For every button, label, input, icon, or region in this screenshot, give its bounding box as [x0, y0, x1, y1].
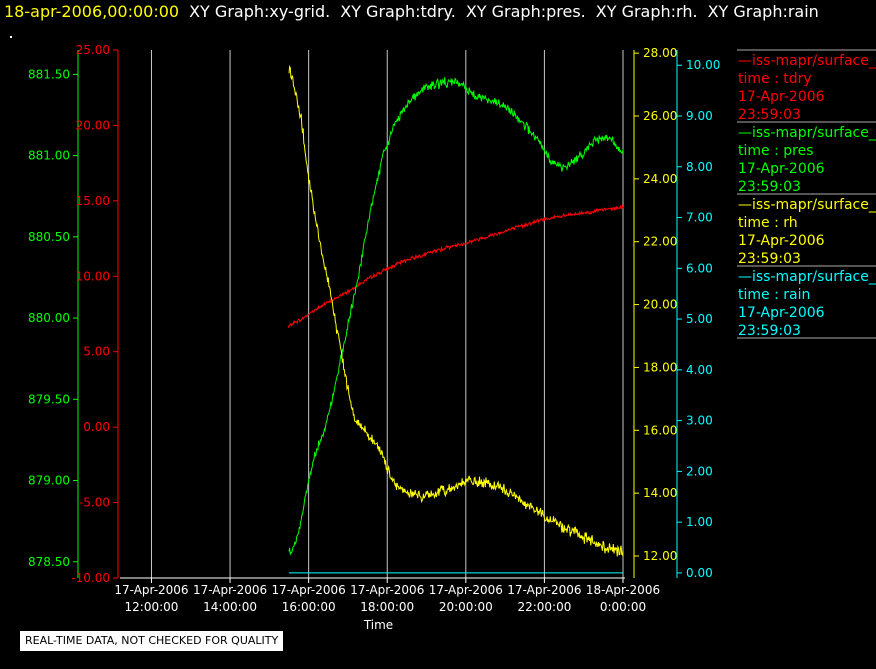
header-graph-tdry[interactable]: XY Graph:tdry. — [340, 2, 456, 21]
rain-tick-label: 6.00 — [686, 261, 713, 275]
rh-tick-label: 16.00 — [643, 423, 677, 437]
pres-tick-label: 880.50 — [28, 230, 70, 244]
legend-date: 17-Apr-2006 — [738, 89, 825, 105]
rain-tick-label: 1.00 — [686, 515, 713, 529]
legend-name: —iss-mapr/surface_m — [738, 197, 876, 213]
rain-tick-label: 5.00 — [686, 312, 713, 326]
tdry-tick-label: 0.00 — [83, 420, 110, 434]
rain-tick-label: 10.00 — [686, 58, 720, 72]
tdry-tick-label: 25.00 — [76, 43, 110, 57]
rh-tick-label: 12.00 — [643, 549, 677, 563]
x-tick-label-time: 22:00:00 — [517, 600, 571, 614]
pres-tick-label: 878.50 — [28, 555, 70, 569]
rh-tick-label: 28.00 — [643, 46, 677, 60]
rh-tick-label: 26.00 — [643, 109, 677, 123]
x-tick-label-date: 17-Apr-2006 — [193, 583, 267, 597]
x-tick-label-date: 17-Apr-2006 — [350, 583, 424, 597]
rain-tick-label: 9.00 — [686, 109, 713, 123]
marker-dot — [10, 36, 12, 38]
x-tick-label-time: 16:00:00 — [282, 600, 336, 614]
x-tick-label-time: 12:00:00 — [125, 600, 179, 614]
legend-field: time : tdry — [738, 71, 812, 87]
legend-name: —iss-mapr/surface_m — [738, 269, 876, 285]
x-tick-label-date: 17-Apr-2006 — [114, 583, 188, 597]
legend-date: 17-Apr-2006 — [738, 305, 825, 321]
legend-name: —iss-mapr/surface_m — [738, 125, 876, 141]
rh-tick-label: 24.00 — [643, 172, 677, 186]
x-tick-label-time: 20:00:00 — [439, 600, 493, 614]
rh-tick-label: 18.00 — [643, 360, 677, 374]
x-tick-label-date: 17-Apr-2006 — [272, 583, 346, 597]
header-bar: 18-apr-2006,00:00:00 XY Graph:xy-grid. XY … — [0, 0, 876, 28]
x-axis-title: Time — [363, 618, 393, 632]
tdry-tick-label: -10.00 — [71, 571, 110, 585]
x-tick-label-time: 14:00:00 — [203, 600, 257, 614]
tdry-series-line — [287, 203, 624, 328]
tdry-tick-label: 15.00 — [76, 194, 110, 208]
rain-tick-label: 2.00 — [686, 464, 713, 478]
legend-date: 17-Apr-2006 — [738, 233, 825, 249]
tdry-tick-label: 10.00 — [76, 269, 110, 283]
legend-field: time : pres — [738, 143, 814, 159]
legend-name: —iss-mapr/surface_m — [738, 53, 876, 69]
pres-tick-label: 879.50 — [28, 392, 70, 406]
header-graph-pres[interactable]: XY Graph:pres. — [465, 2, 586, 21]
pres-tick-label: 881.50 — [28, 67, 70, 81]
x-tick-label-date: 17-Apr-2006 — [429, 583, 503, 597]
rain-tick-label: 8.00 — [686, 160, 713, 174]
header-graph-rh[interactable]: XY Graph:rh. — [595, 2, 698, 21]
pres-series-line — [288, 77, 624, 556]
legend-field: time : rh — [738, 215, 798, 231]
x-tick-label-time: 18:00:00 — [360, 600, 414, 614]
tdry-tick-label: -5.00 — [79, 496, 110, 510]
pres-tick-label: 881.00 — [28, 149, 70, 163]
x-tick-label-date: 18-Apr-2006 — [586, 583, 660, 597]
legend-time: 23:59:03 — [738, 179, 801, 195]
rain-tick-label: 4.00 — [686, 363, 713, 377]
rain-tick-label: 7.00 — [686, 211, 713, 225]
pres-tick-label: 880.00 — [28, 311, 70, 325]
rh-tick-label: 14.00 — [643, 486, 677, 500]
header-graph-xy-grid[interactable]: XY Graph:xy-grid. — [189, 2, 331, 21]
legend-time: 23:59:03 — [738, 107, 801, 123]
rh-tick-label: 22.00 — [643, 235, 677, 249]
x-tick-label-date: 17-Apr-2006 — [507, 583, 581, 597]
legend-field: time : rain — [738, 287, 810, 303]
header-graph-rain[interactable]: XY Graph:rain — [707, 2, 819, 21]
rain-tick-label: 0.00 — [686, 566, 713, 580]
x-tick-label-time: 0:00:00 — [600, 600, 646, 614]
quality-disclaimer: REAL-TIME DATA, NOT CHECKED FOR QUALITY — [20, 631, 284, 651]
tdry-tick-label: 5.00 — [83, 345, 110, 359]
tdry-tick-label: 20.00 — [76, 118, 110, 132]
header-time: 18-apr-2006,00:00:00 — [4, 2, 180, 21]
legend-date: 17-Apr-2006 — [738, 161, 825, 177]
legend-time: 23:59:03 — [738, 323, 801, 339]
rh-tick-label: 20.00 — [643, 298, 677, 312]
rh-series-line — [288, 64, 624, 557]
rain-tick-label: 3.00 — [686, 414, 713, 428]
pres-tick-label: 879.00 — [28, 474, 70, 488]
legend-time: 23:59:03 — [738, 251, 801, 267]
